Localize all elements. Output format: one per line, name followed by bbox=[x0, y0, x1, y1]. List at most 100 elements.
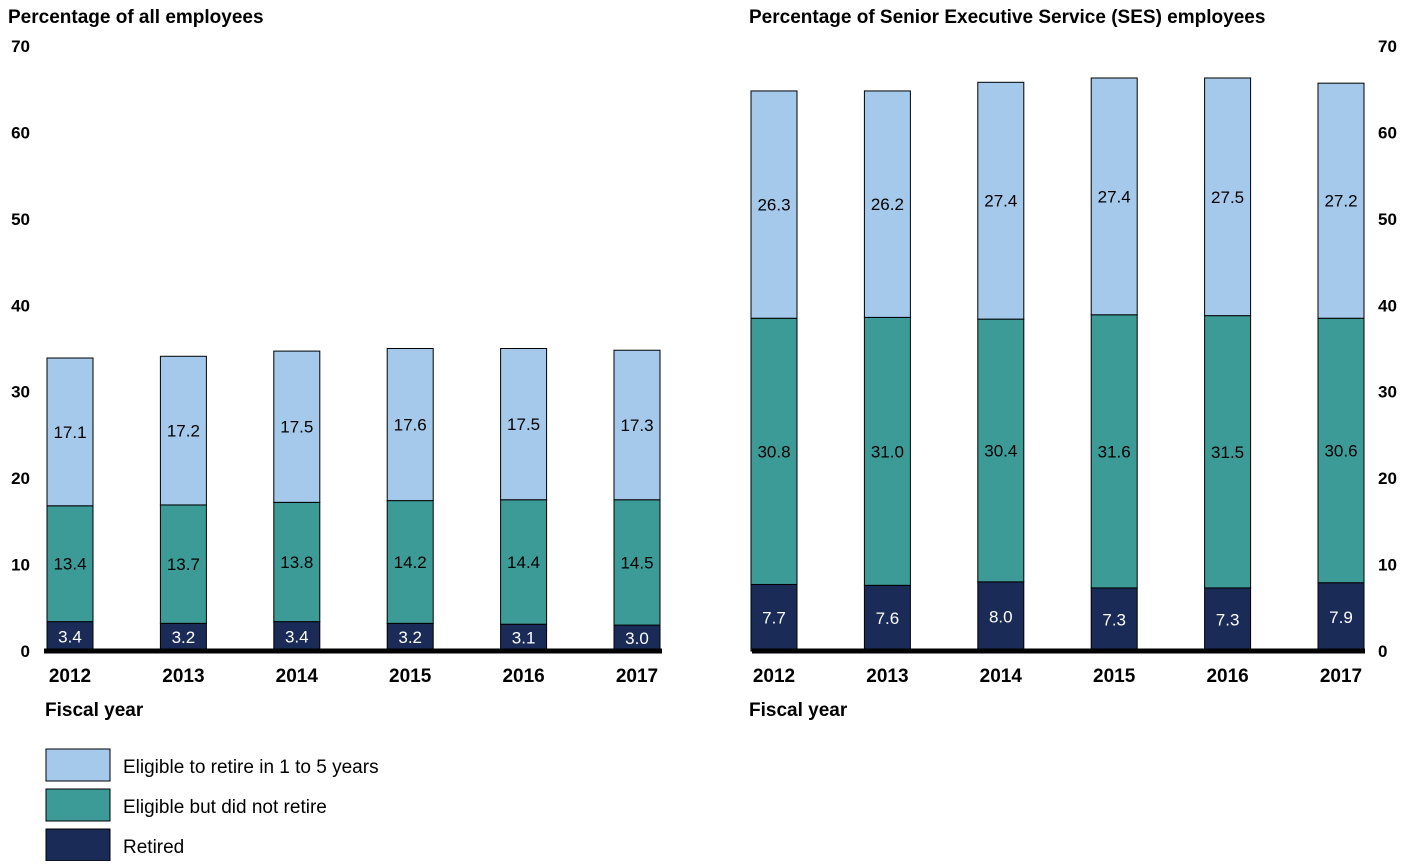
bar-value-label: 17.5 bbox=[507, 415, 540, 434]
bar-value-label: 17.1 bbox=[53, 423, 86, 442]
bar-segment-eligible-but-did-not-retire bbox=[1317, 317, 1365, 584]
bar-value-label: 3.2 bbox=[398, 628, 422, 647]
y-tick-label: 50 bbox=[1378, 210, 1397, 229]
chart-title: Percentage of Senior Executive Service (… bbox=[749, 7, 1265, 28]
bar-value-label: 3.0 bbox=[625, 629, 649, 648]
y-tick-label: 30 bbox=[11, 383, 30, 402]
x-category-label: 2013 bbox=[162, 666, 204, 687]
y-tick-label: 40 bbox=[11, 296, 30, 315]
bar-value-label: 17.5 bbox=[280, 418, 313, 437]
bar-value-label: 31.0 bbox=[871, 442, 904, 461]
y-tick-label: 70 bbox=[11, 37, 30, 56]
bar-segment-eligible-to-retire-in-1-to-5-years bbox=[1204, 77, 1252, 317]
y-tick-label: 40 bbox=[1378, 296, 1397, 315]
bar-segment-eligible-to-retire-in-1-to-5-years bbox=[46, 357, 94, 507]
bar-value-label: 17.6 bbox=[394, 416, 427, 435]
bar-value-label: 27.2 bbox=[1324, 192, 1357, 211]
chart-title: Percentage of all employees bbox=[8, 7, 264, 28]
x-axis-title: Fiscal year bbox=[45, 700, 144, 721]
y-tick-label: 60 bbox=[1378, 123, 1397, 142]
x-category-label: 2016 bbox=[1206, 666, 1248, 687]
bar-value-label: 17.3 bbox=[620, 416, 653, 435]
bar-segment-eligible-but-did-not-retire bbox=[273, 501, 321, 623]
bar-segment-eligible-to-retire-in-1-to-5-years bbox=[613, 349, 661, 501]
x-category-label: 2014 bbox=[276, 666, 319, 687]
y-tick-label: 30 bbox=[1378, 383, 1397, 402]
x-category-label: 2017 bbox=[616, 666, 658, 687]
x-category-label: 2015 bbox=[1093, 666, 1136, 687]
bar-value-label: 27.4 bbox=[984, 192, 1017, 211]
legend-swatch bbox=[45, 788, 111, 822]
bar-value-label: 3.1 bbox=[512, 629, 536, 648]
bar-segment-eligible-to-retire-in-1-to-5-years bbox=[386, 348, 434, 502]
bar-value-label: 27.5 bbox=[1211, 188, 1244, 207]
y-tick-label: 10 bbox=[1378, 556, 1397, 575]
bar-value-label: 14.2 bbox=[394, 553, 427, 572]
bar-segment-eligible-to-retire-in-1-to-5-years bbox=[273, 350, 321, 503]
x-category-label: 2015 bbox=[389, 666, 432, 687]
bar-value-label: 13.4 bbox=[53, 555, 86, 574]
bar-value-label: 14.5 bbox=[620, 553, 653, 572]
x-category-label: 2016 bbox=[502, 666, 544, 687]
bar-segment-eligible-to-retire-in-1-to-5-years bbox=[159, 355, 207, 506]
bar-segment-eligible-but-did-not-retire bbox=[386, 500, 434, 624]
bar-value-label: 7.6 bbox=[876, 609, 900, 628]
bar-segment-eligible-but-did-not-retire bbox=[613, 499, 661, 626]
bar-segment-eligible-to-retire-in-1-to-5-years bbox=[500, 348, 548, 501]
bar-segment-retired bbox=[386, 622, 434, 652]
bar-value-label: 30.4 bbox=[984, 441, 1017, 460]
bar-segment-retired bbox=[46, 621, 94, 652]
bar-segment-eligible-but-did-not-retire bbox=[750, 317, 798, 585]
bar-value-label: 30.6 bbox=[1324, 441, 1357, 460]
x-category-label: 2012 bbox=[753, 666, 795, 687]
y-tick-label: 50 bbox=[11, 210, 30, 229]
bar-segment-retired bbox=[750, 583, 798, 652]
legend-label: Eligible but did not retire bbox=[123, 797, 327, 818]
y-tick-label: 60 bbox=[11, 123, 30, 142]
bar-segment-eligible-to-retire-in-1-to-5-years bbox=[863, 90, 911, 318]
bar-value-label: 3.4 bbox=[285, 627, 309, 646]
bar-segment-eligible-to-retire-in-1-to-5-years bbox=[1090, 77, 1138, 316]
x-category-label: 2017 bbox=[1320, 666, 1362, 687]
bar-value-label: 7.3 bbox=[1102, 610, 1126, 629]
bar-value-label: 3.2 bbox=[172, 628, 196, 647]
bar-value-label: 17.2 bbox=[167, 422, 200, 441]
bar-segment-eligible-but-did-not-retire bbox=[46, 505, 94, 623]
bar-value-label: 7.3 bbox=[1216, 610, 1240, 629]
bar-segment-retired bbox=[1090, 587, 1138, 652]
x-category-label: 2013 bbox=[866, 666, 908, 687]
bar-segment-eligible-but-did-not-retire bbox=[1204, 315, 1252, 589]
bar-value-label: 31.6 bbox=[1098, 442, 1131, 461]
bar-segment-eligible-to-retire-in-1-to-5-years bbox=[750, 90, 798, 319]
x-category-label: 2014 bbox=[980, 666, 1023, 687]
bar-segment-retired bbox=[159, 622, 207, 652]
bar-value-label: 13.7 bbox=[167, 555, 200, 574]
bar-value-label: 3.4 bbox=[58, 627, 82, 646]
y-tick-label: 70 bbox=[1378, 37, 1397, 56]
y-tick-label: 0 bbox=[1378, 642, 1387, 661]
bar-value-label: 30.8 bbox=[757, 442, 790, 461]
bar-segment-eligible-to-retire-in-1-to-5-years bbox=[1317, 82, 1365, 319]
y-tick-label: 0 bbox=[21, 642, 30, 661]
bar-segment-eligible-but-did-not-retire bbox=[863, 316, 911, 586]
bar-segment-retired bbox=[863, 584, 911, 652]
bar-value-label: 26.2 bbox=[871, 195, 904, 214]
bar-value-label: 7.9 bbox=[1329, 608, 1353, 627]
y-tick-label: 10 bbox=[11, 556, 30, 575]
legend-swatch bbox=[45, 748, 111, 782]
bar-segment-eligible-but-did-not-retire bbox=[159, 504, 207, 624]
x-axis-title: Fiscal year bbox=[749, 700, 848, 721]
bar-value-label: 26.3 bbox=[757, 196, 790, 215]
bar-value-label: 7.7 bbox=[762, 609, 786, 628]
bar-value-label: 27.4 bbox=[1098, 187, 1131, 206]
bar-segment-eligible-to-retire-in-1-to-5-years bbox=[977, 81, 1025, 320]
legend-label: Eligible to retire in 1 to 5 years bbox=[123, 757, 379, 778]
bar-segment-eligible-but-did-not-retire bbox=[977, 318, 1025, 583]
legend-label: Retired bbox=[123, 837, 184, 858]
bar-value-label: 31.5 bbox=[1211, 443, 1244, 462]
y-tick-label: 20 bbox=[1378, 469, 1397, 488]
bar-value-label: 8.0 bbox=[989, 607, 1013, 626]
legend-swatch bbox=[45, 828, 111, 862]
y-tick-label: 20 bbox=[11, 469, 30, 488]
